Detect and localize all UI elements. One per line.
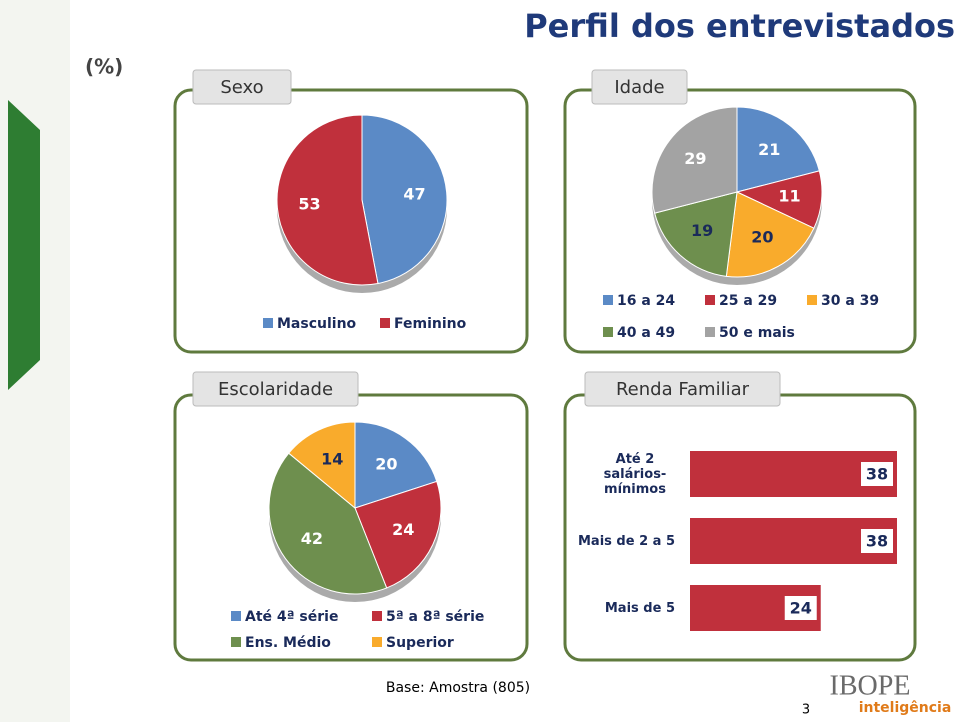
data-label: 19 (691, 221, 713, 240)
data-label-bg (861, 529, 893, 553)
legend-label: Feminino (394, 316, 467, 332)
data-label: 38 (866, 465, 888, 484)
panel-title: Sexo (220, 77, 263, 98)
panel-frame (563, 88, 917, 354)
pie-slice (654, 191, 738, 277)
legend-label: Superior (386, 635, 454, 651)
legend-swatch (231, 611, 241, 621)
data-label: 20 (375, 454, 397, 473)
legend-swatch (372, 637, 382, 647)
pie-slice (736, 106, 820, 193)
slide-title: Perfil dos entrevistados (524, 7, 955, 45)
data-label-bg (784, 596, 817, 620)
legend-label: 16 a 24 (617, 293, 675, 309)
legend-label: Masculino (277, 316, 357, 332)
data-label: 24 (392, 520, 414, 539)
footer: Base: Amostra (805) (386, 680, 530, 696)
panel-tab (584, 371, 781, 407)
pie-slice (268, 452, 388, 595)
category-text: Mais de 5 (604, 600, 675, 616)
logo-sub: inteligência (859, 700, 952, 716)
legend-label: 50 e mais (719, 325, 795, 341)
legend-swatch (372, 611, 382, 621)
panel-title: Escolaridade (218, 379, 333, 400)
page-number: 3 (802, 703, 810, 718)
panel-tab (192, 69, 292, 105)
legend-swatch (263, 318, 273, 328)
legend-swatch (603, 295, 613, 305)
panel-title: Renda Familiar (616, 379, 750, 400)
legend-swatch (705, 327, 715, 337)
data-label: 14 (321, 449, 343, 468)
panel-title: Idade (614, 77, 664, 98)
panel-frame (173, 88, 529, 354)
category-label: Mais de 5 (604, 600, 675, 616)
data-label: 47 (403, 185, 425, 204)
pie-slice (361, 114, 448, 285)
data-label: 21 (758, 140, 780, 159)
data-label: 42 (301, 529, 323, 548)
panel-tab (192, 371, 359, 407)
side-sign (8, 100, 40, 390)
data-label: 29 (684, 149, 706, 168)
data-label-bg (861, 462, 893, 486)
logo: IBOPE (830, 670, 911, 701)
legend-swatch (603, 327, 613, 337)
category-label: Mais de 2 a 5 (578, 533, 675, 549)
data-label: 38 (866, 532, 888, 551)
legend-label: Ens. Médio (245, 635, 331, 651)
pie-slice (276, 114, 379, 286)
category-text: Mais de 2 a 5 (578, 533, 675, 549)
data-label: 20 (751, 228, 773, 247)
legend-swatch (380, 318, 390, 328)
legend-label: Até 4ª série (245, 609, 338, 625)
pie-slice (651, 106, 738, 214)
data-label: 53 (298, 194, 320, 213)
legend-label: 25 a 29 (719, 293, 777, 309)
category-text: Até 2 salários-mínimos (603, 451, 667, 497)
legend-swatch (807, 295, 817, 305)
unit-note: (%) (85, 55, 123, 79)
panel-tab (591, 69, 688, 105)
legend-label: 5ª a 8ª série (386, 609, 484, 625)
data-label: 24 (790, 599, 812, 618)
data-label: 11 (778, 186, 800, 205)
pie-slice (354, 421, 438, 509)
category-label: Até 2 salários-mínimos (603, 451, 667, 497)
legend-label: 40 a 49 (617, 325, 675, 341)
pie-slice (288, 421, 356, 510)
legend-swatch (705, 295, 715, 305)
legend-label: 30 a 39 (821, 293, 879, 309)
pie-slice (725, 191, 815, 278)
legend-swatch (231, 637, 241, 647)
